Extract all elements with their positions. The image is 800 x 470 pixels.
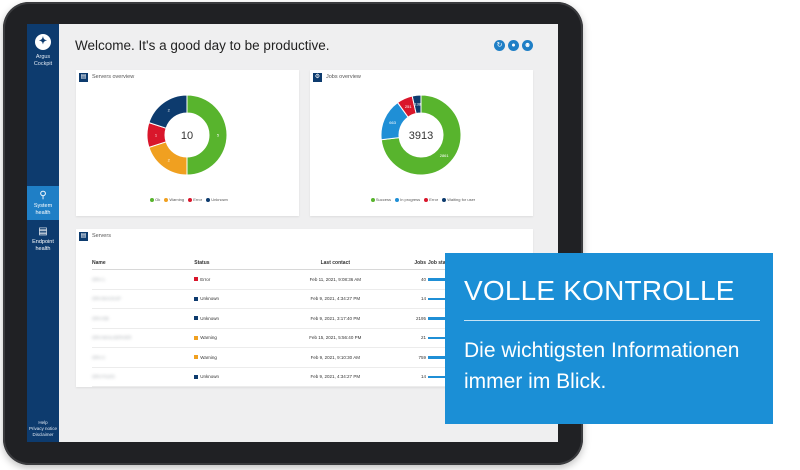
- sidebar-item-endpoint-health[interactable]: ▤ Endpoint health: [27, 222, 59, 254]
- legend-item: Warning: [169, 197, 185, 202]
- server-name[interactable]: SRV-BACKUP: [92, 296, 121, 302]
- magnifier-icon: ⚲: [39, 190, 47, 201]
- servers-overview-card: ▤ Servers overview 5 2 1 2 10 Ok Warning Err…: [76, 70, 299, 216]
- last-contact: Feb 9, 2021, 3:17:40 PM: [271, 308, 399, 329]
- jobs-count: 759: [398, 347, 428, 368]
- status-indicator: [194, 296, 199, 301]
- slice-value-label: 663: [389, 120, 396, 125]
- server-name[interactable]: SRV-2: [92, 354, 105, 360]
- column-header-last-contact[interactable]: Last contact: [271, 257, 399, 270]
- status-indicator: [194, 316, 199, 321]
- notification-icon[interactable]: ●: [508, 40, 519, 51]
- jobs-donut-chart: 2861 663 251 138 3913: [376, 90, 466, 185]
- card-title: Servers: [92, 233, 111, 239]
- legend-item: Waiting for user: [447, 197, 476, 202]
- card-title: Servers overview: [92, 74, 135, 80]
- slice-value-label: 2: [168, 158, 171, 163]
- page-title: Welcome. It's a good day to be productiv…: [75, 38, 330, 53]
- status-label: Warning: [200, 335, 217, 341]
- slice-value-label: 251: [405, 104, 412, 109]
- slice-value-label: 2861: [440, 153, 450, 158]
- privacy-notice-link[interactable]: Privacy notice: [28, 426, 57, 431]
- jobs-legend: Success In progress Error Waiting for us…: [310, 197, 533, 202]
- server-icon: ▤: [79, 73, 88, 82]
- promo-subtitle: Die wichtigsten Informationen immer im B…: [464, 339, 740, 393]
- promo-banner: VOLLE KONTROLLE Die wichtigsten Informat…: [445, 253, 773, 424]
- jobs-count: 21: [398, 328, 428, 348]
- legend-item: Unknown: [211, 197, 228, 202]
- status-label: Unknown: [200, 315, 220, 321]
- legend-item: In progress: [400, 197, 421, 202]
- donut-slice-success[interactable]: [380, 94, 462, 176]
- server-icon: ▤: [79, 232, 88, 241]
- server-name[interactable]: SRV-DB: [92, 315, 109, 321]
- last-contact: Feb 15, 2021, 5:56:40 PM: [271, 328, 399, 348]
- jobs-count: 14: [398, 289, 428, 309]
- column-header-name[interactable]: Name: [92, 257, 195, 270]
- last-contact: Feb 9, 2021, 4:34:27 PM: [271, 367, 399, 387]
- legend-item: Success: [375, 197, 391, 202]
- column-header-jobs[interactable]: Jobs: [398, 257, 428, 270]
- jobs-count: 40: [398, 269, 428, 290]
- jobs-overview-card: ⚙ Jobs overview 2861 663 251 138 3913 Succes…: [310, 70, 533, 216]
- slice-value-label: 5: [217, 133, 220, 138]
- last-contact: Feb 11, 2021, 9:08:36 AM: [271, 269, 399, 290]
- status-label: Unknown: [200, 296, 220, 302]
- legend-item: Error: [193, 197, 203, 202]
- column-header-status[interactable]: Status: [194, 257, 272, 270]
- servers-legend: Ok Warning Error Unknown: [76, 197, 299, 202]
- status-indicator: [194, 374, 199, 379]
- donut-slice-unknown[interactable]: [148, 94, 188, 129]
- sidebar: ✦ Argus Cockpit ⚲ System health ▤ Endpoi…: [27, 24, 59, 442]
- sidebar-footer: Help Privacy notice Disclaimer: [27, 420, 59, 438]
- donut-slice-ok[interactable]: [186, 94, 228, 176]
- slice-value-label: 2: [168, 107, 171, 112]
- status-label: Unknown: [200, 374, 220, 380]
- promo-title: VOLLE KONTROLLE: [464, 275, 735, 306]
- status-label: Error: [200, 276, 211, 282]
- status-indicator: [194, 355, 199, 360]
- last-contact: Feb 9, 2021, 4:34:27 PM: [271, 289, 399, 309]
- sidebar-item-label: System health: [33, 203, 53, 216]
- device-icon: ▤: [38, 226, 48, 237]
- status-label: Warning: [200, 354, 217, 360]
- legend-item: Ok: [155, 197, 161, 202]
- user-icon[interactable]: ☻: [522, 40, 533, 51]
- last-contact: Feb 9, 2021, 9:10:30 AM: [271, 347, 399, 368]
- jobs-count: 2195: [398, 308, 428, 329]
- donut-slice-waiting-for-user[interactable]: [411, 94, 422, 115]
- legend-item: Error: [429, 197, 439, 202]
- argus-logo-icon[interactable]: ✦: [35, 34, 51, 50]
- servers-donut-svg: 5 2 1 2 10: [146, 94, 228, 176]
- card-title: Jobs overview: [326, 74, 361, 80]
- sidebar-item-label: Endpoint health: [32, 239, 54, 252]
- promo-divider: [464, 320, 760, 321]
- status-indicator: [194, 277, 199, 282]
- status-indicator: [194, 335, 199, 340]
- app-screen: ✦ Argus Cockpit ⚲ System health ▤ Endpoi…: [27, 24, 558, 442]
- tablet-frame: ✦ Argus Cockpit ⚲ System health ▤ Endpoi…: [3, 2, 583, 465]
- servers-donut-chart: 5 2 1 2 10: [142, 90, 232, 185]
- server-name[interactable]: SRV-FILES: [92, 374, 115, 380]
- help-link[interactable]: Help: [38, 420, 48, 425]
- donut-center-total: 3913: [409, 130, 433, 142]
- donut-center-total: 10: [181, 130, 193, 142]
- jobs-icon: ⚙: [313, 73, 322, 82]
- sidebar-item-system-health[interactable]: ⚲ System health: [27, 186, 59, 220]
- server-name[interactable]: SRV-MAILSERVER: [92, 335, 132, 341]
- disclaimer-link[interactable]: Disclaimer: [32, 432, 54, 437]
- refresh-icon[interactable]: ↻: [494, 40, 505, 51]
- jobs-count: 14: [398, 367, 428, 387]
- server-name[interactable]: SRV-1: [92, 276, 105, 282]
- app-name: Argus Cockpit: [33, 54, 53, 67]
- slice-value-label: 138: [414, 102, 421, 107]
- slice-value-label: 1: [155, 133, 158, 138]
